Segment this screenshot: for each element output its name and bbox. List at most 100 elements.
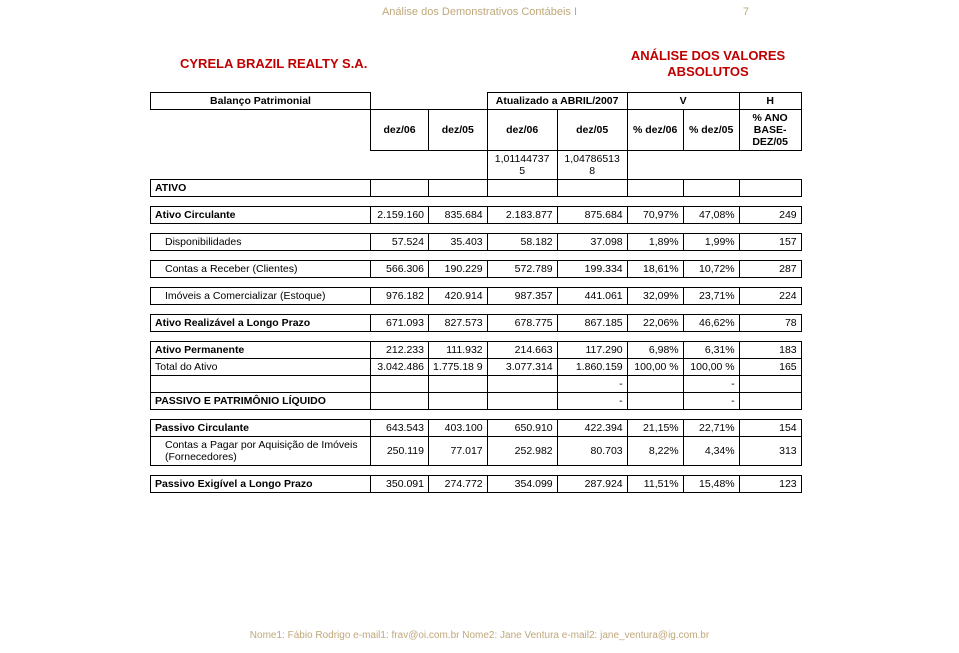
row-cell: 867.185 — [557, 315, 627, 332]
row-cell: 47,08% — [683, 207, 739, 224]
row-cell: 422.394 — [557, 420, 627, 437]
table-body: ATIVOAtivo Circulante2.159.160835.6842.1… — [151, 180, 802, 493]
row-cell — [739, 376, 801, 393]
row-cell: 18,61% — [627, 261, 683, 278]
row-cell: 403.100 — [429, 420, 488, 437]
row-cell: 2.183.877 — [487, 207, 557, 224]
table-row: Disponibilidades57.52435.40358.18237.098… — [151, 234, 802, 251]
row-cell: 650.910 — [487, 420, 557, 437]
row-cell: 165 — [739, 359, 801, 376]
row-cell: - — [683, 376, 739, 393]
row-cell: 123 — [739, 476, 801, 493]
row-cell: 77.017 — [429, 437, 488, 466]
table-row: ATIVO — [151, 180, 802, 197]
analysis-title: ANÁLISE DOS VALORES ABSOLUTOS — [623, 48, 793, 79]
row-cell: 354.099 — [487, 476, 557, 493]
row-cell: 100,00 % — [627, 359, 683, 376]
row-cell — [429, 376, 488, 393]
balance-table: Balanço Patrimonial Atualizado a ABRIL/2… — [150, 92, 802, 493]
row-cell: 566.306 — [371, 261, 429, 278]
row-cell: - — [683, 393, 739, 410]
row-cell: 199.334 — [557, 261, 627, 278]
row-cell: 287 — [739, 261, 801, 278]
doc-header: Análise dos Demonstrativos Contábeis I 7 — [0, 0, 959, 18]
row-label: Passivo Exigível a Longo Prazo — [151, 476, 371, 493]
table-row — [151, 197, 802, 207]
row-cell: 32,09% — [627, 288, 683, 305]
row-cell — [487, 393, 557, 410]
table-row: Ativo Realizável a Longo Prazo671.093827… — [151, 315, 802, 332]
row-cell: 274.772 — [429, 476, 488, 493]
row-cell — [371, 376, 429, 393]
row-cell: 80.703 — [557, 437, 627, 466]
th-dez05b: dez/05 — [557, 110, 627, 151]
th-hlabel: % ANO BASE-DEZ/05 — [739, 110, 801, 151]
row-cell: 1.775.18 9 — [429, 359, 488, 376]
row-label: ATIVO — [151, 180, 371, 197]
row-cell: 643.543 — [371, 420, 429, 437]
table-head: Balanço Patrimonial Atualizado a ABRIL/2… — [151, 93, 802, 180]
table-row — [151, 305, 802, 315]
row-cell: 249 — [739, 207, 801, 224]
row-label: PASSIVO E PATRIMÔNIO LÍQUIDO — [151, 393, 371, 410]
row-cell: 1,99% — [683, 234, 739, 251]
doc-title: Análise dos Demonstrativos Contábeis I — [382, 6, 577, 18]
row-label: Ativo Realizável a Longo Prazo — [151, 315, 371, 332]
page: Análise dos Demonstrativos Contábeis I 7… — [0, 0, 959, 653]
row-cell: 987.357 — [487, 288, 557, 305]
row-cell — [627, 180, 683, 197]
row-cell: 441.061 — [557, 288, 627, 305]
row-cell: 250.119 — [371, 437, 429, 466]
row-label: Imóveis a Comercializar (Estoque) — [151, 288, 371, 305]
row-cell — [627, 376, 683, 393]
row-cell: 671.093 — [371, 315, 429, 332]
table-row — [151, 224, 802, 234]
row-cell: 1.860.159 — [557, 359, 627, 376]
row-cell: 875.684 — [557, 207, 627, 224]
table-row — [151, 466, 802, 476]
row-cell: 6,31% — [683, 342, 739, 359]
row-label: Disponibilidades — [151, 234, 371, 251]
row-label: Total do Ativo — [151, 359, 371, 376]
th-v: V — [627, 93, 739, 110]
th-h: H — [739, 93, 801, 110]
row-label — [151, 376, 371, 393]
row-cell — [429, 393, 488, 410]
row-cell — [739, 180, 801, 197]
row-label: Contas a Pagar por Aquisição de Imóveis … — [151, 437, 371, 466]
th-factor05: 1,04786513 8 — [557, 151, 627, 180]
row-cell: 976.182 — [371, 288, 429, 305]
th-pct05: % dez/05 — [683, 110, 739, 151]
th-dez06b: dez/06 — [487, 110, 557, 151]
row-cell — [429, 180, 488, 197]
row-cell: 420.914 — [429, 288, 488, 305]
row-cell: - — [557, 393, 627, 410]
row-cell: 313 — [739, 437, 801, 466]
row-cell: 35.403 — [429, 234, 488, 251]
row-cell: 224 — [739, 288, 801, 305]
th-factor06: 1,01144737 5 — [487, 151, 557, 180]
row-cell: 214.663 — [487, 342, 557, 359]
th-dez05a: dez/05 — [429, 110, 488, 151]
row-cell: 157 — [739, 234, 801, 251]
table-row — [151, 332, 802, 342]
row-cell: 3.042.486 — [371, 359, 429, 376]
row-cell — [487, 180, 557, 197]
row-cell: 2.159.160 — [371, 207, 429, 224]
row-cell: 37.098 — [557, 234, 627, 251]
row-cell: 78 — [739, 315, 801, 332]
row-cell: 57.524 — [371, 234, 429, 251]
table-row — [151, 278, 802, 288]
th-balanco: Balanço Patrimonial — [151, 93, 371, 110]
table-row: -- — [151, 376, 802, 393]
row-cell: 100,00 % — [683, 359, 739, 376]
row-cell: 23,71% — [683, 288, 739, 305]
company-name: CYRELA BRAZIL REALTY S.A. — [180, 56, 367, 71]
table-row — [151, 251, 802, 261]
row-cell: 287.924 — [557, 476, 627, 493]
row-label: Ativo Circulante — [151, 207, 371, 224]
table-row: Total do Ativo3.042.4861.775.18 93.077.3… — [151, 359, 802, 376]
row-cell: 154 — [739, 420, 801, 437]
table-row: Imóveis a Comercializar (Estoque)976.182… — [151, 288, 802, 305]
row-label: Ativo Permanente — [151, 342, 371, 359]
